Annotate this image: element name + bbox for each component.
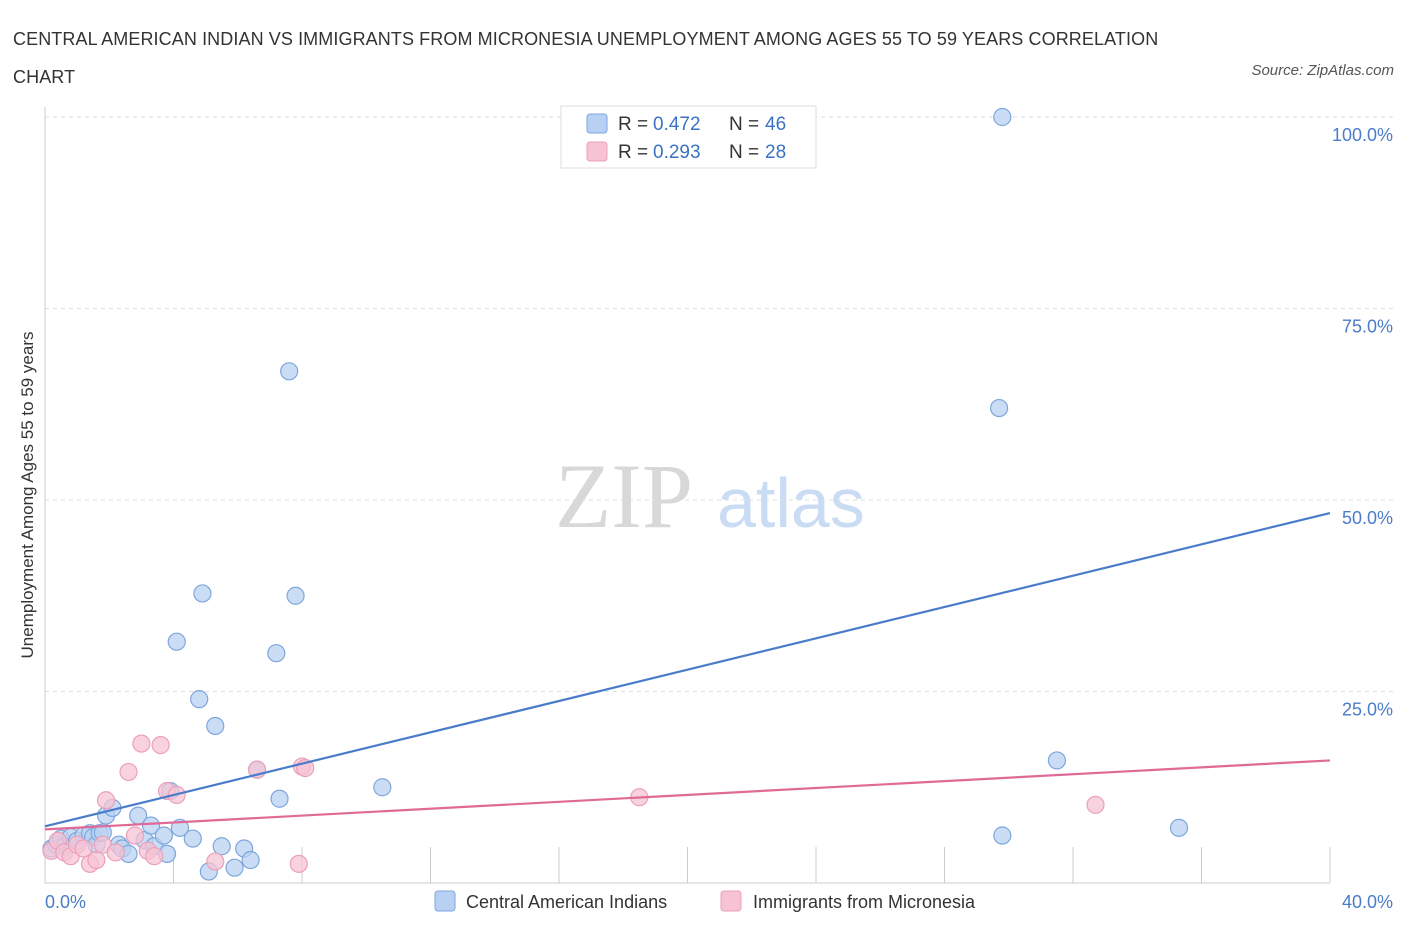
legend-n-label-2: N = (729, 142, 759, 163)
bottom-legend-swatch-blue (434, 890, 456, 912)
point-central-american-indians (373, 778, 392, 797)
legend-n-value-2: 28 (765, 142, 786, 163)
trend-lines (44, 511, 1331, 831)
point-immigrants-micronesia (151, 736, 170, 755)
x-tick-label-max: 40.0% (1342, 892, 1393, 912)
point-central-american-indians (270, 789, 289, 808)
point-central-american-indians (280, 362, 299, 381)
bottom-legend: Central American Indians Immigrants from… (434, 890, 976, 912)
point-central-american-indians (193, 584, 212, 603)
point-central-american-indians (190, 690, 209, 709)
point-central-american-indians (141, 816, 161, 835)
y-axis-label: Unemployment Among Ages 55 to 59 years (18, 332, 37, 659)
legend-r-value-1: 0.472 (653, 114, 701, 135)
watermark-atlas: atlas (717, 464, 865, 542)
point-immigrants-micronesia (1086, 795, 1105, 814)
legend-r-label-1: R = (618, 114, 648, 135)
point-central-american-indians (993, 107, 1012, 127)
point-central-american-indians (990, 398, 1009, 418)
legend-swatch-blue (586, 113, 608, 134)
y-tick-label: 25.0% (1342, 700, 1393, 720)
point-immigrants-micronesia (289, 854, 308, 873)
x-tick-label-min: 0.0% (45, 892, 86, 912)
bottom-legend-label-1: Central American Indians (466, 892, 667, 912)
legend-n-value-1: 46 (765, 114, 786, 135)
point-central-american-indians (286, 586, 305, 605)
point-central-american-indians (993, 826, 1012, 845)
bottom-legend-label-2: Immigrants from Micronesia (753, 892, 976, 912)
point-central-american-indians (212, 837, 231, 856)
legend-r-label-2: R = (618, 142, 648, 163)
trend-line-pink (44, 759, 1331, 831)
point-central-american-indians (225, 858, 244, 877)
x-ticks (173, 847, 1331, 883)
top-legend: R = 0.472 N = 46 R = 0.293 N = 28 (560, 105, 817, 169)
point-immigrants-micronesia (74, 839, 93, 858)
legend-r-value-2: 0.293 (653, 142, 701, 163)
point-immigrants-micronesia (87, 850, 106, 870)
point-central-american-indians (1047, 751, 1067, 770)
y-tick-label: 75.0% (1342, 317, 1393, 337)
point-immigrants-micronesia (145, 847, 164, 866)
y-tick-label: 100.0% (1332, 125, 1393, 145)
point-immigrants-micronesia (119, 762, 138, 782)
point-central-american-indians (183, 829, 202, 848)
point-immigrants-micronesia (206, 852, 225, 871)
point-central-american-indians (170, 818, 190, 837)
point-central-american-indians (167, 632, 186, 651)
point-immigrants-micronesia (96, 791, 116, 810)
point-central-american-indians (241, 850, 260, 870)
point-central-american-indians (267, 644, 286, 663)
chart-title: CENTRAL AMERICAN INDIAN VS IMMIGRANTS FR… (13, 29, 1159, 87)
point-central-american-indians (154, 826, 173, 845)
y-tick-labels: 25.0% 50.0% 75.0% 100.0% (1332, 125, 1393, 720)
watermark-zip: ZIP (555, 445, 693, 547)
y-tick-label: 50.0% (1342, 508, 1393, 528)
point-immigrants-micronesia (132, 734, 151, 753)
bottom-legend-swatch-pink (720, 890, 742, 912)
point-central-american-indians (206, 716, 225, 736)
legend-n-label-1: N = (729, 114, 759, 135)
point-immigrants-micronesia (125, 826, 145, 845)
trend-line-blue (44, 511, 1331, 828)
point-central-american-indians (1169, 818, 1189, 837)
gridlines (45, 116, 1393, 692)
legend-swatch-pink (586, 141, 608, 162)
source-label: Source: ZipAtlas.com (1251, 62, 1394, 79)
point-immigrants-micronesia (106, 843, 125, 862)
